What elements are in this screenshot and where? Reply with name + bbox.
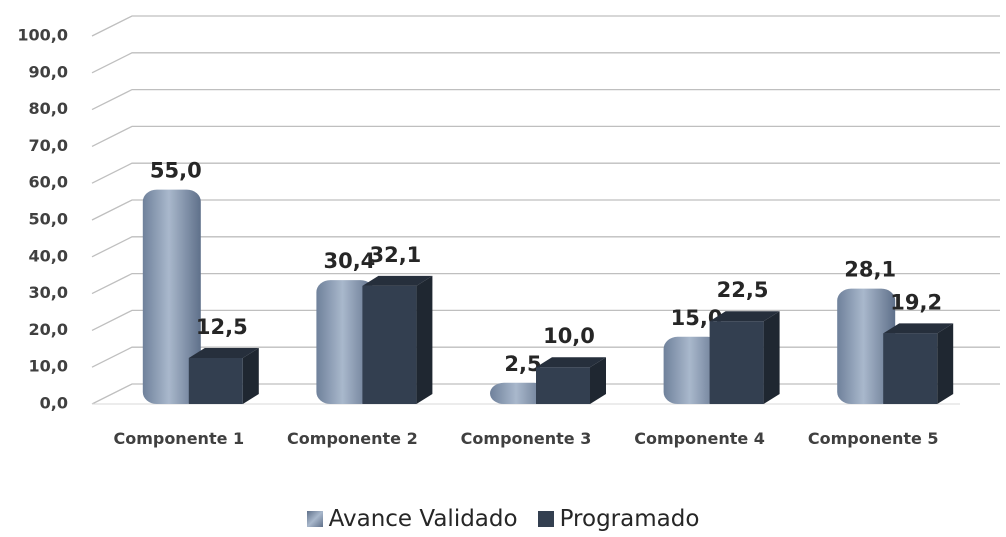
bar-top (883, 323, 954, 334)
bar-top (188, 348, 259, 358)
grid-line (91, 199, 1000, 221)
y-tick-label: 20,0 (29, 320, 68, 339)
grid-line (91, 125, 1000, 147)
bar (362, 285, 417, 404)
grid-line (91, 162, 1000, 184)
grid-line (91, 272, 1000, 295)
x-tick-label: Componente 5 (807, 429, 939, 448)
grid-line (91, 88, 1000, 111)
y-tick-label: 90,0 (29, 62, 68, 81)
grid-line (91, 309, 1000, 331)
data-label: 22,5 (717, 278, 769, 302)
bar-top (536, 357, 606, 368)
y-tick-label: 50,0 (29, 210, 68, 229)
y-tick-label: 60,0 (29, 173, 68, 192)
bar (883, 333, 938, 404)
data-label: 19,2 (890, 290, 942, 314)
y-tick-label: 30,0 (29, 283, 68, 302)
grid-line (91, 15, 1000, 37)
bar-side (763, 311, 780, 404)
legend-swatch (537, 511, 554, 527)
data-label: 2,5 (504, 352, 541, 376)
data-label: 12,5 (196, 315, 248, 339)
grid-line (91, 236, 1000, 258)
x-tick-label: Componente 2 (287, 429, 418, 448)
legend-label: Avance Validado (328, 506, 518, 532)
y-tick-label: 10,0 (29, 357, 68, 376)
bar-top (362, 275, 433, 286)
data-label: 10,0 (543, 324, 595, 348)
y-tick-label: 70,0 (29, 136, 68, 155)
legend-label: Programado (559, 506, 700, 532)
legend-item: Avance Validado (306, 506, 518, 532)
y-tick-label: 80,0 (29, 99, 68, 118)
bar-side (242, 348, 259, 404)
bar (188, 358, 243, 404)
x-tick-label: Componente 3 (460, 429, 592, 448)
bar-side (590, 357, 606, 404)
y-tick-label: 100,0 (17, 26, 68, 45)
legend-item: Programado (537, 506, 700, 532)
bar (536, 367, 590, 404)
bar-side (416, 275, 433, 404)
bar (663, 336, 722, 404)
data-label: 32,1 (369, 243, 421, 267)
bar-side (937, 323, 954, 404)
data-label: 55,0 (150, 159, 202, 183)
bar (142, 189, 201, 404)
bar-top (709, 311, 780, 322)
data-label: 28,1 (844, 258, 896, 282)
x-tick-label: Componente 4 (634, 429, 765, 448)
y-tick-label: 0,0 (40, 394, 68, 413)
bar (316, 280, 375, 404)
data-label: 30,4 (323, 249, 375, 273)
legend-swatch (306, 511, 323, 527)
x-tick-label: Componente 1 (113, 429, 245, 448)
legend: Avance Validado Programado (0, 506, 1006, 532)
y-tick-label: 40,0 (29, 246, 68, 265)
grid-line (91, 52, 1000, 74)
bar (709, 321, 764, 404)
bar (837, 288, 896, 404)
bar (490, 382, 548, 404)
